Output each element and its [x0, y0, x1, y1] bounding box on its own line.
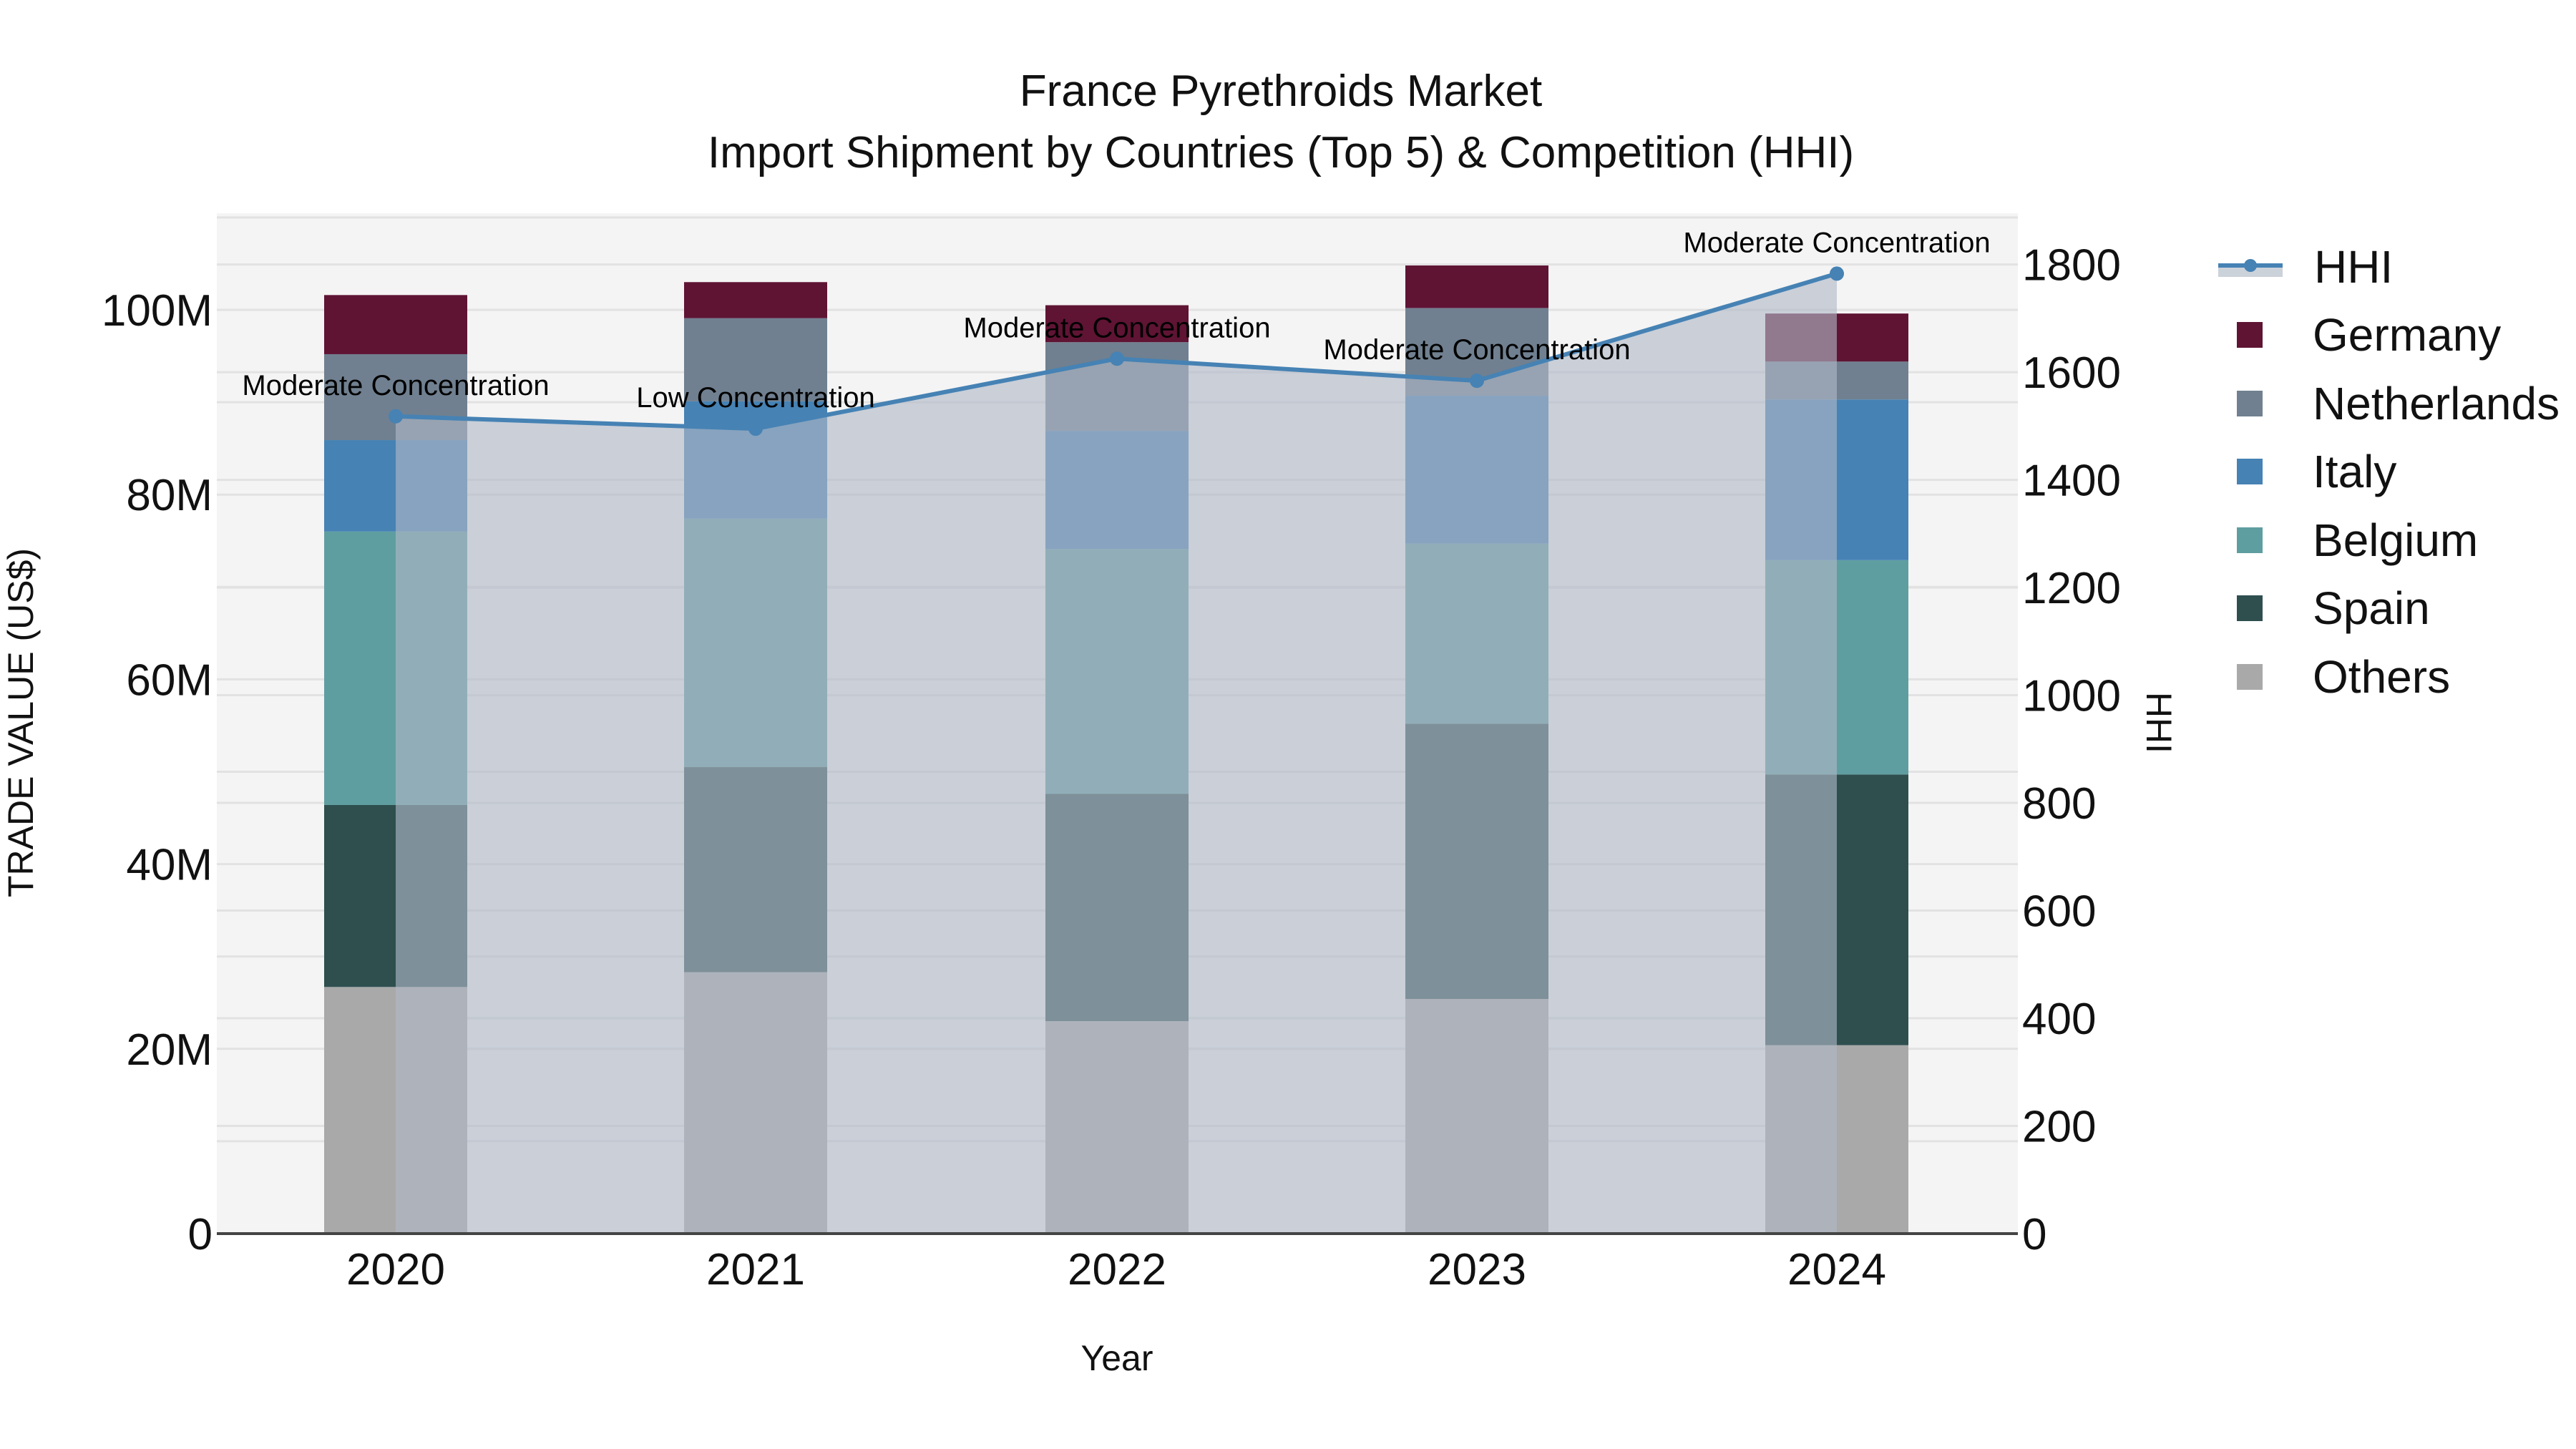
hhi-annotation: Moderate Concentration: [242, 370, 549, 401]
chart-title-line2: Import Shipment by Countries (Top 5) & C…: [707, 128, 1855, 177]
legend-swatch-icon: [2237, 322, 2263, 348]
legend-swatch-icon: [2237, 459, 2263, 485]
legend-label: Germany: [2313, 309, 2502, 361]
bar-segment-germany: [1405, 265, 1548, 308]
y-right-tick-label: 1800: [2022, 241, 2121, 291]
legend-label: Belgium: [2313, 514, 2479, 566]
y-left-tick-label: 0: [188, 1210, 213, 1259]
legend-item-others[interactable]: Others: [2218, 643, 2560, 711]
hhi-marker: [1830, 266, 1844, 281]
bar-segment-germany: [324, 295, 467, 354]
y-left-tick-label: 20M: [126, 1025, 213, 1075]
y-right-axis-title: HHI: [2139, 692, 2179, 753]
legend-item-spain[interactable]: Spain: [2218, 575, 2560, 643]
legend-item-netherlands[interactable]: Netherlands: [2218, 369, 2560, 438]
y-right-tick-label: 1000: [2022, 672, 2121, 721]
hhi-marker: [389, 409, 403, 424]
x-tick-label: 2022: [1068, 1245, 1166, 1294]
legend-label: Spain: [2313, 582, 2430, 635]
legend-label: Netherlands: [2313, 377, 2560, 429]
y-left-tick-label: 100M: [102, 286, 213, 336]
legend-swatch-icon: [2237, 527, 2263, 553]
y-left-tick-label: 80M: [126, 471, 213, 520]
legend-item-germany[interactable]: Germany: [2218, 301, 2560, 370]
legend-swatch-icon: [2237, 595, 2263, 622]
y-left-axis-title: TRADE VALUE (US$): [1, 548, 41, 897]
legend: HHI Germany Netherlands Italy Belgium Spain Ot…: [2218, 233, 2560, 711]
x-tick-label: 2021: [706, 1245, 805, 1294]
y-right-tick-label: 400: [2022, 995, 2096, 1044]
hhi-annotation: Low Concentration: [636, 382, 875, 414]
y-left-tick-label: 40M: [126, 841, 213, 890]
legend-swatch-icon: [2237, 663, 2263, 690]
y-right-tick-label: 600: [2022, 887, 2096, 937]
legend-label: HHI: [2314, 240, 2394, 293]
x-tick-label: 2023: [1428, 1245, 1526, 1294]
y-right-tick-label: 1200: [2022, 564, 2121, 613]
y-right-tick-label: 1400: [2022, 457, 2121, 506]
hhi-annotation: Moderate Concentration: [1683, 227, 1990, 258]
legend-item-italy[interactable]: Italy: [2218, 438, 2560, 507]
x-tick-label: 2024: [1787, 1245, 1886, 1294]
hhi-marker: [1110, 351, 1124, 366]
y-right-tick-label: 800: [2022, 779, 2096, 829]
legend-item-belgium[interactable]: Belgium: [2218, 506, 2560, 575]
y-right-tick-label: 1600: [2022, 348, 2121, 398]
x-axis-title: Year: [1080, 1338, 1153, 1378]
y-left-tick-label: 60M: [126, 655, 213, 705]
hhi-marker: [748, 421, 763, 436]
legend-line-marker-icon: [2218, 253, 2283, 281]
chart-title-line1: France Pyrethroids Market: [1019, 67, 1543, 116]
x-tick-label: 2020: [346, 1245, 445, 1294]
legend-swatch-icon: [2237, 390, 2263, 416]
y-right-tick-label: 200: [2022, 1103, 2096, 1152]
bar-segment-netherlands: [684, 318, 827, 401]
bar-segment-germany: [684, 282, 827, 318]
hhi-annotation: Moderate Concentration: [1323, 334, 1630, 366]
legend-label: Others: [2313, 650, 2451, 703]
hhi-annotation: Moderate Concentration: [963, 312, 1270, 343]
legend-item-hhi[interactable]: HHI: [2218, 233, 2560, 301]
bar-segment-germany: [1045, 305, 1189, 343]
hhi-marker: [1470, 374, 1484, 389]
legend-label: Italy: [2313, 446, 2397, 498]
hhi-area: [396, 273, 1837, 1234]
y-right-tick-label: 0: [2022, 1210, 2046, 1259]
